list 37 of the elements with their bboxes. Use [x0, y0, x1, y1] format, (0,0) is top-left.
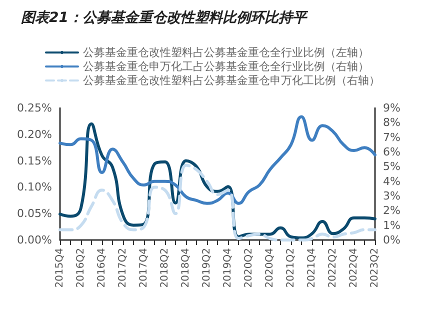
- x-tick-label: 2018Q4: [180, 248, 192, 288]
- x-tick-label: 2015Q4: [54, 248, 66, 288]
- x-tick-label: 2023Q2: [370, 248, 380, 288]
- x-tick-label: 2020Q2: [244, 248, 254, 288]
- y2-tick-label: 4%: [383, 174, 400, 188]
- y2-tick-label: 9%: [383, 102, 400, 114]
- x-tick-label: 2021Q2: [286, 248, 296, 288]
- legend-label: 公募基金重仓申万化工占公募基金重仓全行业比例（右轴）: [83, 60, 369, 73]
- y2-tick-label: 1%: [383, 218, 400, 232]
- chart-title: 图表21：公募基金重仓改性塑料比例环比持平: [21, 9, 308, 26]
- y2-tick-label: 7%: [383, 130, 400, 144]
- x-tick-label: 2022Q2: [328, 248, 338, 288]
- legend-label: 公募基金重仓改性塑料占公募基金重仓全行业比例（左轴）: [83, 46, 369, 59]
- y-tick-label: 0.10%: [17, 180, 52, 194]
- x-tick-label: 2020Q4: [264, 248, 276, 288]
- y-tick-label: 0.25%: [17, 102, 52, 114]
- y-tick-label: 0.15%: [17, 154, 52, 168]
- y2-tick-label: 6%: [383, 146, 400, 158]
- x-tick-label: 2016Q4: [96, 248, 108, 288]
- y2-tick-label: 8%: [383, 116, 400, 130]
- x-tick-label: 2022Q4: [348, 248, 360, 288]
- y2-tick-label: 2%: [383, 204, 400, 218]
- x-tick-label: 2016Q2: [76, 248, 86, 288]
- y2-tick-label: 5%: [383, 160, 400, 174]
- x-tick-label: 2018Q2: [160, 248, 170, 288]
- x-tick-label: 2021Q4: [306, 248, 318, 288]
- y2-tick-label: 0%: [383, 234, 400, 246]
- y2-tick-label: 3%: [383, 190, 400, 202]
- y-tick-label: 0.05%: [17, 207, 52, 220]
- x-tick-label: 2019Q2: [202, 248, 212, 288]
- y-tick-label: 0.00%: [17, 234, 52, 246]
- x-tick-label: 2017Q4: [138, 248, 150, 288]
- legend-label: 公募基金重仓改性塑料占公募基金重仓申万化工比例（右轴）: [83, 74, 380, 87]
- x-tick-label: 2017Q2: [118, 248, 128, 288]
- y-tick-label: 0.20%: [17, 128, 52, 141]
- line-series: [58, 115, 376, 205]
- x-tick-label: 2019Q4: [222, 248, 234, 288]
